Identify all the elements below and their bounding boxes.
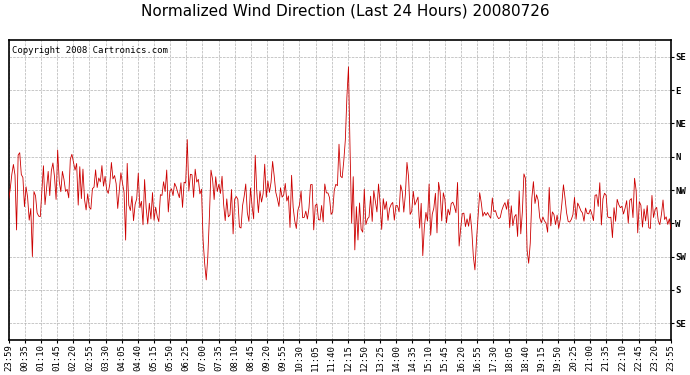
Text: Copyright 2008 Cartronics.com: Copyright 2008 Cartronics.com <box>12 46 168 55</box>
Text: Normalized Wind Direction (Last 24 Hours) 20080726: Normalized Wind Direction (Last 24 Hours… <box>141 4 549 19</box>
